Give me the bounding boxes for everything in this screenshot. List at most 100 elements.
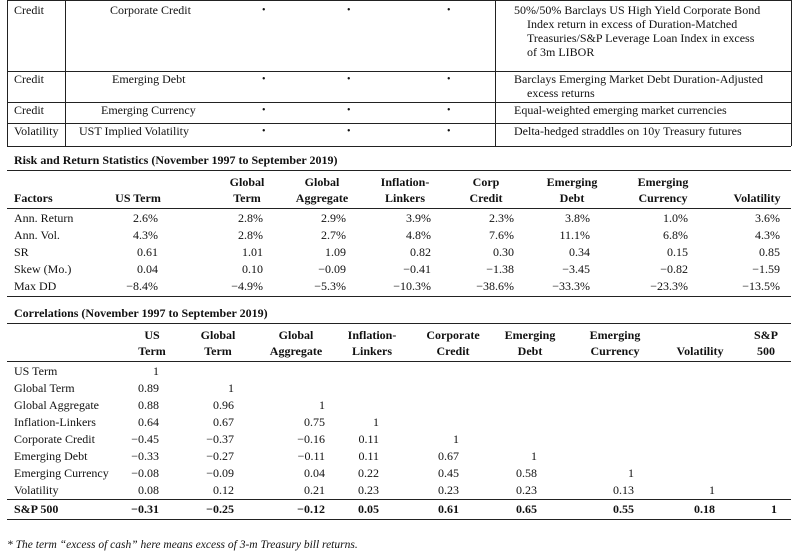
risk-column-header: Emerging (637, 175, 689, 189)
corr-row-label: Global Aggregate (14, 398, 99, 412)
risk-value-cell: 3.6% (755, 211, 780, 225)
corr-row-label: Global Term (14, 381, 75, 395)
risk-value-cell: 0.34 (569, 245, 590, 259)
bullet-mark: • (347, 74, 351, 85)
risk-column-header: US Term (115, 191, 161, 205)
top-table-right-border (791, 0, 792, 146)
risk-value-cell: −0.09 (318, 262, 346, 276)
factor-category: Credit (14, 72, 44, 86)
top-table-divider (495, 0, 496, 146)
corr-value-cell: 0.58 (516, 466, 537, 480)
risk-value-cell: 3.9% (406, 211, 431, 225)
corr-value-cell: −0.45 (131, 432, 159, 446)
risk-value-cell: 0.61 (137, 245, 158, 259)
corr-value-cell: 0.55 (613, 502, 634, 516)
factor-name: Emerging Debt (112, 72, 186, 86)
corr-column-header: US (144, 328, 160, 342)
bullet-mark: • (262, 5, 266, 16)
corr-value-cell: 0.64 (138, 415, 159, 429)
risk-value-cell: 1.01 (242, 245, 263, 259)
corr-value-cell: 0.23 (438, 483, 459, 497)
risk-value-cell: −1.38 (486, 262, 514, 276)
corr-value-cell: 0.65 (516, 502, 537, 516)
corr-value-cell: 0.04 (304, 466, 325, 480)
top-table-divider (65, 0, 66, 146)
corr-table-top-rule (7, 323, 791, 324)
bullet-mark: • (447, 105, 451, 116)
risk-value-cell: 2.8% (238, 211, 263, 225)
corr-row-label: Emerging Debt (14, 449, 88, 463)
risk-table-top-rule (7, 170, 791, 171)
risk-value-cell: −38.6% (476, 279, 514, 293)
corr-row-label: Emerging Currency (14, 466, 109, 480)
bullet-mark: • (262, 105, 266, 116)
corr-value-cell: 0.89 (138, 381, 159, 395)
risk-value-cell: 4.3% (755, 228, 780, 242)
bullet-mark: • (262, 126, 266, 137)
corr-value-cell: 0.75 (304, 415, 325, 429)
corr-value-cell: 0.12 (213, 483, 234, 497)
factor-category: Credit (14, 3, 44, 17)
bullet-mark: • (347, 5, 351, 16)
corr-value-cell: 1 (453, 432, 459, 446)
factor-description-line: Barclays Emerging Market Debt Duration-A… (514, 72, 764, 86)
bullet-mark: • (347, 105, 351, 116)
corr-value-cell: −0.12 (297, 502, 325, 516)
corr-value-cell: 1 (531, 449, 537, 463)
risk-column-header: Corp (472, 175, 500, 189)
corr-value-cell: 1 (228, 381, 234, 395)
corr-value-cell: 1 (319, 398, 325, 412)
corr-column-header: Inflation- (347, 328, 397, 342)
factor-name: UST Implied Volatility (79, 124, 190, 138)
risk-row-label: Max DD (14, 279, 57, 293)
corr-value-cell: −0.27 (206, 449, 234, 463)
corr-value-cell: 0.21 (304, 483, 325, 497)
risk-value-cell: −0.82 (660, 262, 688, 276)
corr-value-cell: 0.22 (358, 466, 379, 480)
corr-value-cell: 0.61 (438, 502, 459, 516)
risk-value-cell: 3.8% (565, 211, 590, 225)
risk-column-header: Credit (469, 191, 503, 205)
corr-value-cell: 1 (709, 483, 715, 497)
factor-category: Credit (14, 103, 44, 117)
risk-value-cell: 1.0% (663, 211, 688, 225)
corr-value-cell: −0.09 (206, 466, 234, 480)
risk-header-rule (7, 208, 791, 209)
corr-total-rule (7, 499, 791, 500)
risk-row-label: Skew (Mo.) (14, 262, 72, 276)
corr-column-header: Debt (517, 344, 543, 358)
risk-value-cell: 4.8% (406, 228, 431, 242)
risk-value-cell: −5.3% (314, 279, 346, 293)
top-table-rule (7, 146, 791, 147)
risk-column-header: Term (233, 191, 261, 205)
corr-column-header: Aggregate (269, 344, 323, 358)
correlations-title: Correlations (November 1997 to September… (14, 306, 268, 320)
corr-value-cell: 0.08 (138, 483, 159, 497)
corr-value-cell: 0.88 (138, 398, 159, 412)
corr-value-cell: 0.45 (438, 466, 459, 480)
factor-description-line: Delta-hedged straddles on 10y Treasury f… (514, 124, 742, 138)
corr-value-cell: −0.16 (297, 432, 325, 446)
risk-value-cell: 4.3% (133, 228, 158, 242)
corr-row-label: US Term (14, 364, 58, 378)
corr-value-cell: −0.33 (131, 449, 159, 463)
factor-description-line: of 3m LIBOR (527, 45, 595, 59)
risk-row-label: SR (14, 245, 29, 259)
factor-name: Corporate Credit (110, 3, 191, 17)
bullet-mark: • (447, 126, 451, 137)
corr-table-bottom-rule (7, 519, 791, 520)
bullet-mark: • (447, 74, 451, 85)
factor-description-line: Equal-weighted emerging market currencie… (514, 103, 727, 117)
risk-value-cell: 0.10 (242, 262, 263, 276)
corr-value-cell: 0.11 (358, 432, 379, 446)
factor-name: Emerging Currency (101, 103, 196, 117)
corr-value-cell: 1 (771, 502, 777, 516)
corr-column-header: Global (278, 328, 314, 342)
bullet-mark: • (262, 74, 266, 85)
top-table-rule (7, 123, 791, 124)
corr-value-cell: −0.25 (206, 502, 234, 516)
corr-value-cell: 0.23 (358, 483, 379, 497)
corr-value-cell: 0.05 (358, 502, 379, 516)
risk-value-cell: 2.3% (489, 211, 514, 225)
top-table-left-border (7, 0, 8, 146)
